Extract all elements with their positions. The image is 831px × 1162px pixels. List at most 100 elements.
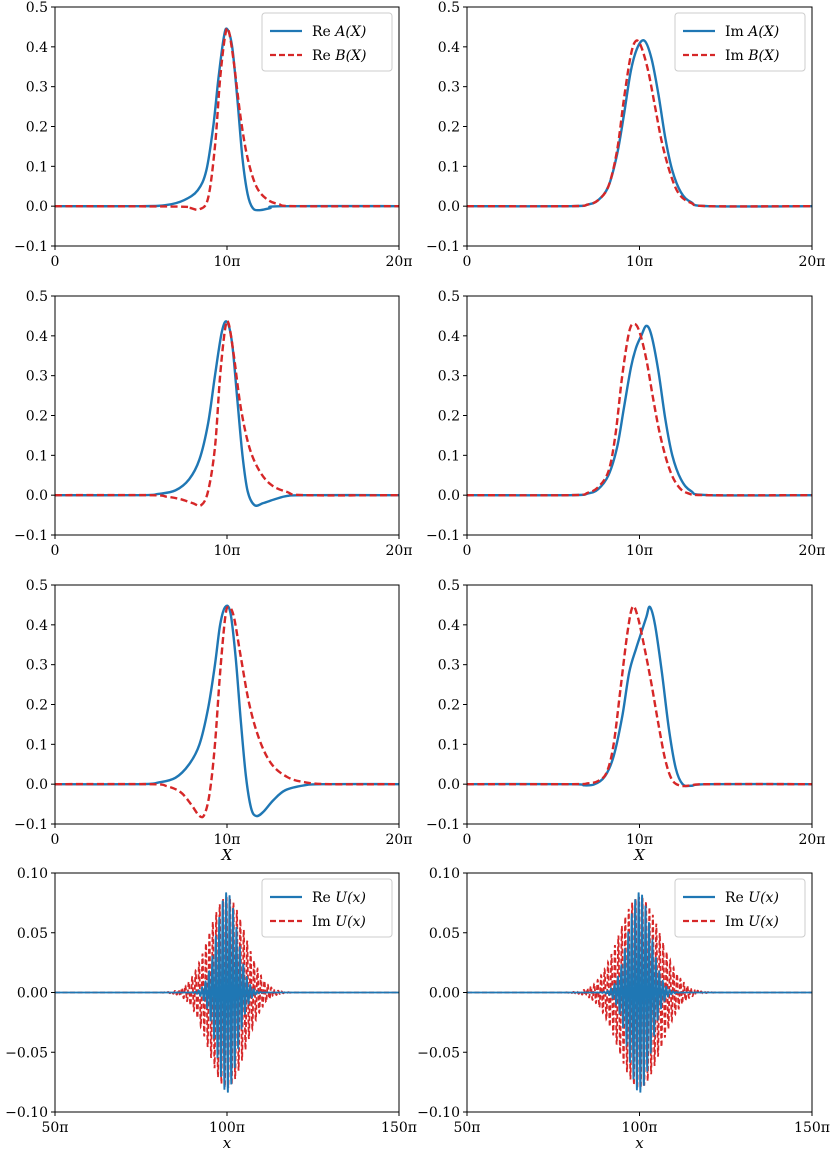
legend-box bbox=[674, 878, 806, 938]
legend-box bbox=[261, 878, 393, 938]
x-tick-label: 20π bbox=[385, 543, 412, 559]
x-tick-label: 10π bbox=[213, 543, 240, 559]
legend-box bbox=[261, 12, 393, 72]
axes-frame bbox=[54, 584, 400, 825]
y-tick-label: 0.5 bbox=[438, 578, 460, 594]
y-tick-label: 0.2 bbox=[26, 698, 48, 714]
y-tick-label: 0.2 bbox=[438, 409, 460, 425]
x-tick-label: 10π bbox=[213, 832, 240, 848]
x-tick-label: 0 bbox=[51, 254, 60, 270]
y-tick-label: 0.5 bbox=[26, 578, 48, 594]
y-tick-label: 0.5 bbox=[438, 0, 460, 16]
y-tick-label: 0.0 bbox=[26, 488, 48, 504]
y-tick-label: 0.1 bbox=[26, 448, 48, 464]
x-tick-label: 20π bbox=[385, 254, 412, 270]
y-tick-label: −0.1 bbox=[426, 817, 460, 833]
x-tick-label: 150π bbox=[794, 1120, 830, 1136]
y-tick-label: 0.05 bbox=[429, 926, 460, 942]
axes-frame bbox=[54, 295, 400, 536]
y-tick-label: 0.3 bbox=[26, 80, 48, 96]
series-group bbox=[467, 605, 812, 788]
y-tick-label: −0.1 bbox=[14, 817, 48, 833]
panel-p3: −0.1 0.0 0.1 0.2 0.3 0.4 0.5 0 10π 20π bbox=[14, 289, 413, 559]
y-tick-label: 0.5 bbox=[26, 289, 48, 305]
panel-p8: −0.10 −0.05 0.00 0.05 0.10 50π 100π 150π x Re U(x… bbox=[417, 866, 830, 1152]
y-tick-label: 0.5 bbox=[438, 289, 460, 305]
y-tick-label: −0.1 bbox=[426, 239, 460, 255]
x-tick-label: 100π bbox=[209, 1120, 245, 1136]
legend-label: Re B(X) bbox=[312, 48, 366, 64]
y-tick-label: 0.1 bbox=[26, 159, 48, 175]
legend-label: Im U(x) bbox=[312, 914, 366, 930]
series-group bbox=[467, 39, 812, 208]
series-re-b-x- bbox=[55, 26, 399, 212]
legend-label: Re U(x) bbox=[725, 890, 779, 906]
panel-p2: −0.1 0.0 0.1 0.2 0.3 0.4 0.5 0 10π 20π Im A(X) Im B… bbox=[426, 0, 826, 270]
x-tick-label: 20π bbox=[798, 832, 825, 848]
series-im-a-x- bbox=[467, 324, 812, 497]
x-tick-label: 0 bbox=[463, 254, 472, 270]
panel-p4: −0.1 0.0 0.1 0.2 0.3 0.4 0.5 0 10π 20π bbox=[426, 289, 826, 559]
panel-p1: −0.1 0.0 0.1 0.2 0.3 0.4 0.5 0 10π 20π Re A(X) Re B… bbox=[14, 0, 413, 270]
y-tick-label: −0.05 bbox=[417, 1045, 460, 1061]
series-im-b-x- bbox=[467, 605, 812, 788]
legend: Re A(X) Re B(X) bbox=[261, 12, 393, 72]
x-tick-label: 10π bbox=[213, 254, 240, 270]
y-tick-label: 0.2 bbox=[438, 120, 460, 136]
x-tick-label: 50π bbox=[453, 1120, 480, 1136]
y-tick-label: 0.05 bbox=[17, 926, 48, 942]
series-im-a-x- bbox=[467, 605, 812, 788]
series-re-u bbox=[467, 892, 812, 1093]
y-tick-label: 0.2 bbox=[26, 120, 48, 136]
y-tick-label: 0.10 bbox=[17, 866, 48, 882]
y-tick-label: 0.4 bbox=[26, 329, 48, 345]
x-tick-label: 10π bbox=[626, 832, 653, 848]
y-tick-label: 0.3 bbox=[26, 658, 48, 674]
panel-p6: −0.1 0.0 0.1 0.2 0.3 0.4 0.5 0 10π 20π X bbox=[426, 578, 826, 864]
series-group bbox=[467, 892, 812, 1093]
series-im-b-x- bbox=[467, 39, 812, 208]
series-group bbox=[55, 26, 399, 212]
y-tick-label: −0.1 bbox=[426, 528, 460, 544]
x-axis-label: x bbox=[223, 1134, 232, 1152]
panel-p5: −0.1 0.0 0.1 0.2 0.3 0.4 0.5 0 10π 20π X bbox=[14, 578, 413, 864]
x-tick-label: 20π bbox=[798, 543, 825, 559]
series-group bbox=[55, 604, 399, 819]
y-tick-label: −0.05 bbox=[5, 1045, 48, 1061]
axes-frame bbox=[466, 295, 813, 536]
series-re-a-x- bbox=[55, 320, 399, 507]
y-tick-label: 0.0 bbox=[26, 199, 48, 215]
x-tick-label: 150π bbox=[381, 1120, 417, 1136]
y-tick-label: 0.10 bbox=[429, 866, 460, 882]
y-tick-label: 0.3 bbox=[438, 80, 460, 96]
y-tick-label: 0.0 bbox=[26, 777, 48, 793]
y-tick-label: 0.1 bbox=[438, 737, 460, 753]
y-tick-label: 0.2 bbox=[26, 409, 48, 425]
series-group bbox=[55, 892, 399, 1093]
x-tick-label: 20π bbox=[385, 832, 412, 848]
series-re-b-x- bbox=[55, 319, 399, 507]
x-tick-label: 10π bbox=[626, 543, 653, 559]
series-re-a-x- bbox=[55, 604, 399, 818]
y-tick-label: 0.4 bbox=[26, 618, 48, 634]
legend-label: Re A(X) bbox=[312, 24, 366, 40]
series-re-b-x- bbox=[55, 605, 399, 819]
y-tick-label: 0.0 bbox=[438, 777, 460, 793]
x-tick-label: 0 bbox=[51, 543, 60, 559]
y-tick-label: 0.1 bbox=[438, 448, 460, 464]
legend: Re U(x) Im U(x) bbox=[674, 878, 806, 938]
y-tick-label: 0.4 bbox=[438, 329, 460, 345]
y-tick-label: −0.10 bbox=[5, 1105, 48, 1121]
legend: Im A(X) Im B(X) bbox=[674, 12, 806, 72]
x-axis-label: x bbox=[635, 1134, 644, 1152]
y-tick-label: 0.4 bbox=[26, 40, 48, 56]
y-tick-label: −0.1 bbox=[14, 239, 48, 255]
y-tick-label: 0.00 bbox=[17, 986, 48, 1002]
y-tick-label: 0.4 bbox=[438, 40, 460, 56]
x-axis-label: X bbox=[633, 846, 646, 864]
y-tick-label: 0.1 bbox=[26, 737, 48, 753]
y-tick-label: 0.3 bbox=[26, 369, 48, 385]
x-tick-label: 20π bbox=[798, 254, 825, 270]
y-tick-label: 0.4 bbox=[438, 618, 460, 634]
